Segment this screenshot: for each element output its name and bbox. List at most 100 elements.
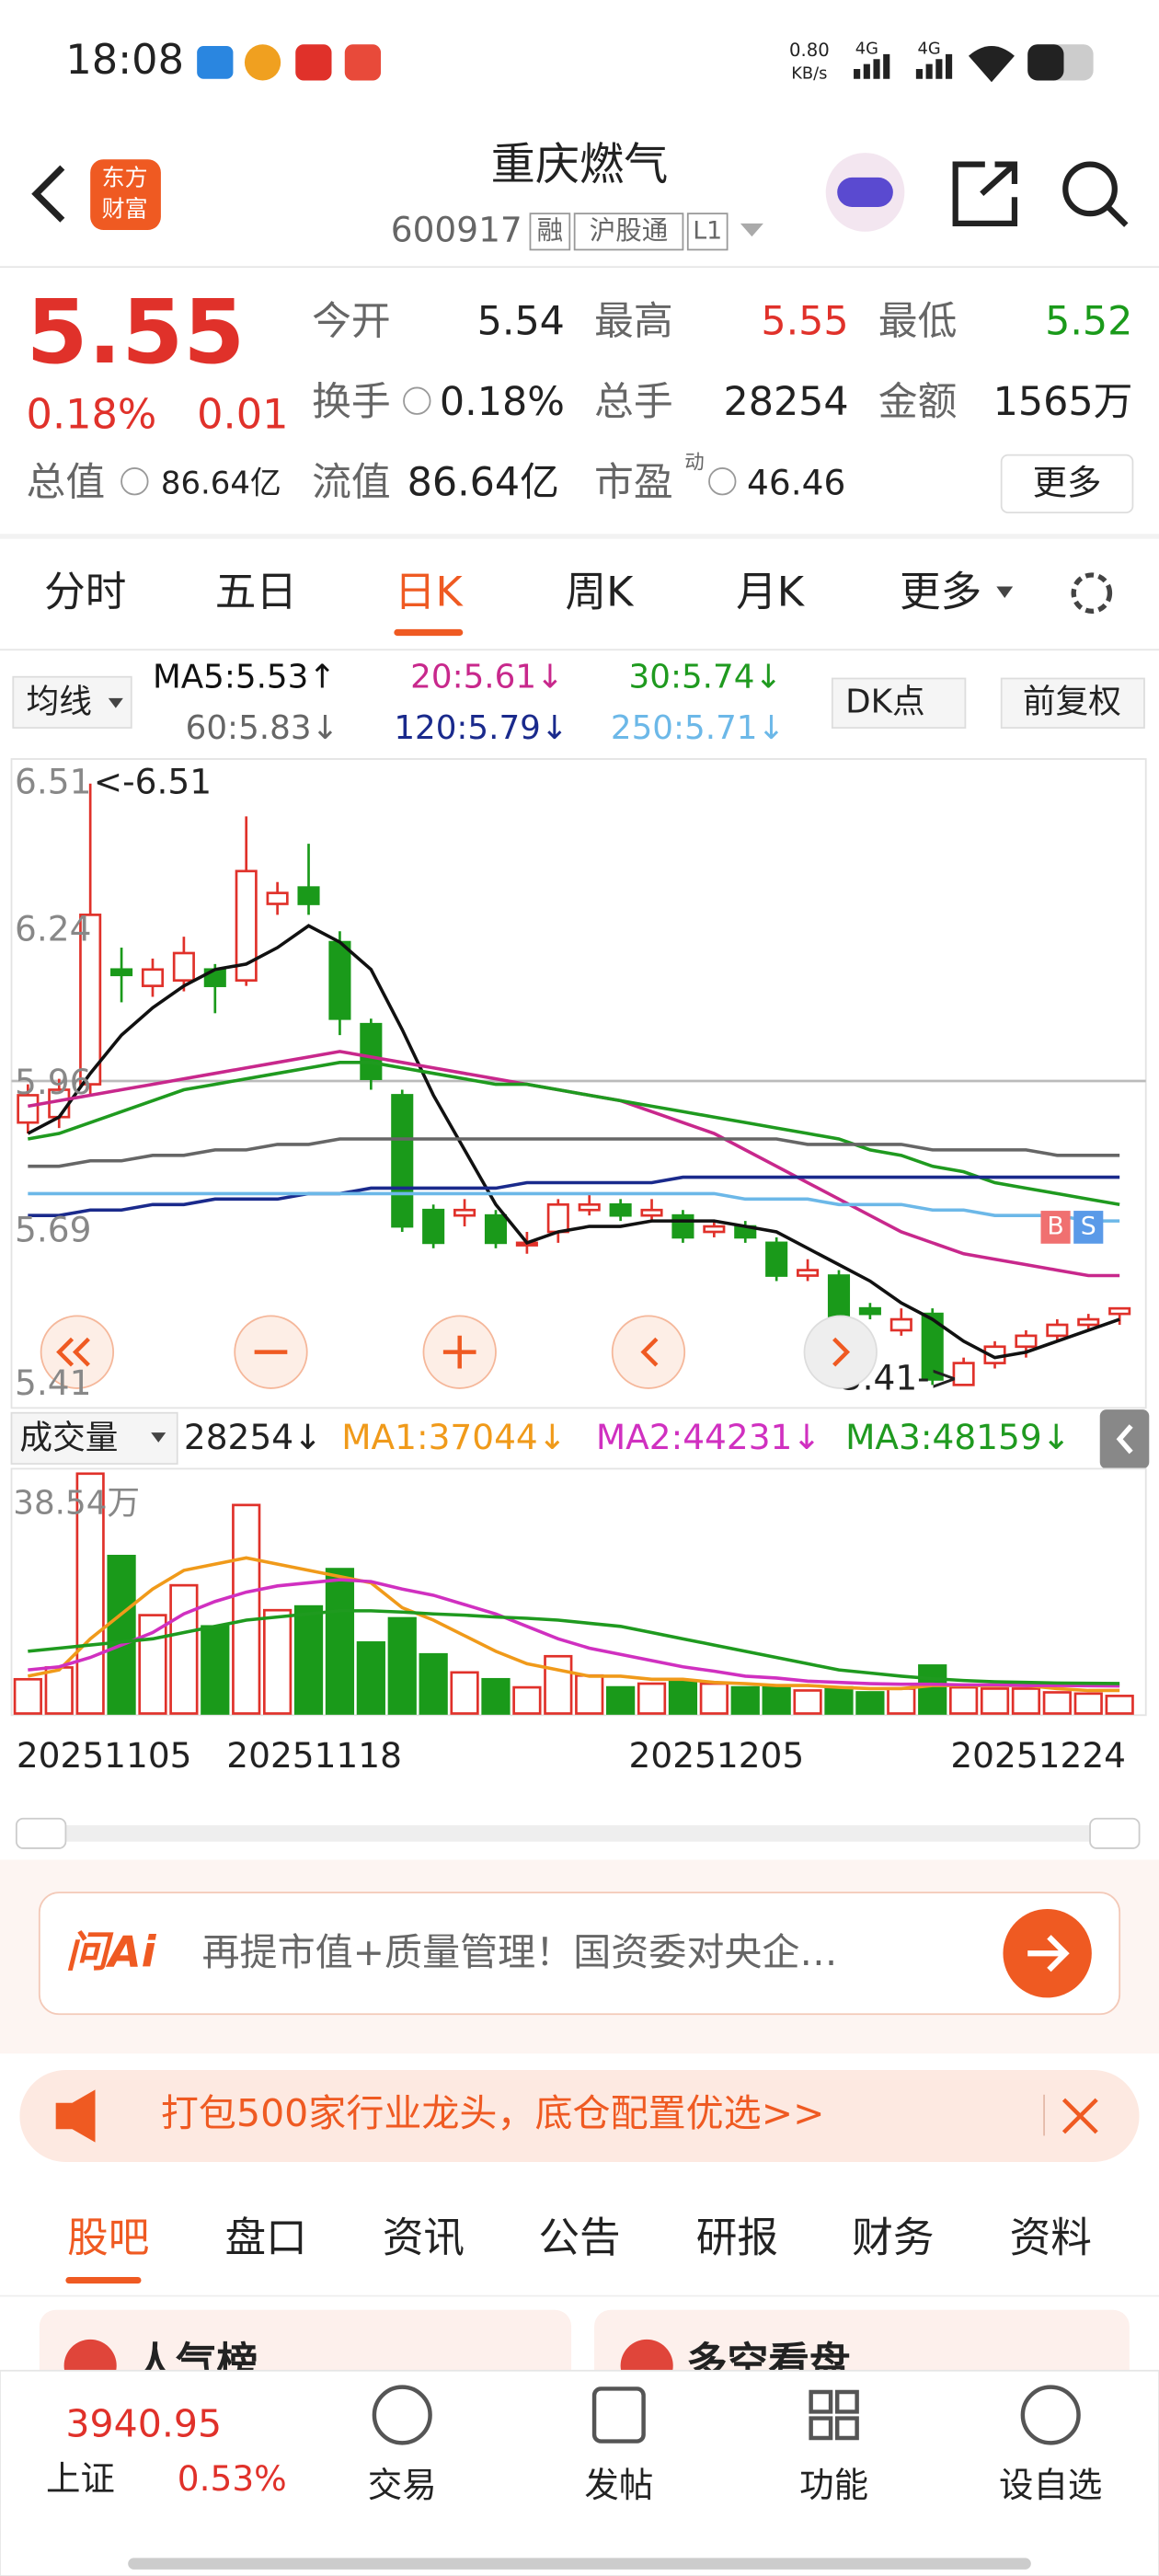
scroll-handle[interactable]	[15, 1817, 67, 1849]
more-text: 更多	[1033, 462, 1102, 502]
nav-left[interactable]	[611, 1315, 686, 1389]
field-value: 86.64亿	[407, 459, 559, 505]
nav-right[interactable]	[803, 1315, 878, 1389]
info-icon[interactable]	[708, 467, 737, 496]
volume-button[interactable]	[10, 1411, 178, 1465]
volume-frame	[10, 1467, 1147, 1717]
index-change: 0.53%	[178, 2458, 287, 2499]
net-speed: 0.80	[789, 40, 830, 61]
field-value: 5.52	[1045, 298, 1132, 344]
buy-mark	[1040, 1211, 1071, 1244]
dk-text: DK点	[845, 683, 925, 720]
volume-bar	[107, 1555, 136, 1715]
signal	[854, 53, 953, 79]
section-tab[interactable]: 公告	[538, 2214, 620, 2262]
high-note: <-6.51	[94, 761, 212, 801]
ma-legend: 60:5.83↓	[186, 709, 339, 747]
nav-icon	[372, 2385, 432, 2445]
volume-bar	[356, 1641, 385, 1715]
change: 0.01	[197, 391, 288, 439]
ma-line	[27, 924, 1120, 1360]
volume-ma-line	[28, 1609, 1120, 1685]
date-label: 20251224	[950, 1735, 1126, 1776]
tab-underline	[65, 2277, 142, 2284]
settings-button[interactable]	[1071, 572, 1113, 614]
ai-text: 再提市值+质量管理！国资委对央企…	[202, 1930, 838, 1974]
volume-bar	[575, 1673, 604, 1715]
dropdown[interactable]	[740, 223, 763, 237]
candle-body	[328, 940, 351, 1020]
volume-bar	[44, 1666, 74, 1715]
side-toggle[interactable]	[1099, 1409, 1150, 1469]
more-button[interactable]	[1000, 454, 1134, 514]
volume-bar	[262, 1608, 293, 1715]
field-value: 0.18%	[440, 379, 565, 425]
nav-item[interactable]: 功能	[799, 2465, 868, 2505]
section-tab[interactable]: 研报	[696, 2214, 778, 2262]
field-label: 市盈	[594, 459, 673, 505]
ma-line	[28, 1061, 1120, 1207]
candle-body	[453, 1208, 476, 1217]
ai-box[interactable]	[38, 1892, 1121, 2016]
volume-bar	[138, 1614, 167, 1715]
dropdown	[996, 586, 1014, 598]
scrollbar[interactable]	[19, 1824, 1137, 1842]
volume-bar	[824, 1685, 854, 1715]
period-tab[interactable]: 更多	[900, 568, 981, 615]
ma-line	[28, 1191, 1120, 1223]
section-tab[interactable]: 盘口	[225, 2214, 307, 2262]
volume-bar	[387, 1616, 417, 1715]
index-value[interactable]: 3940.95	[65, 2401, 222, 2445]
index-name: 上证	[46, 2458, 115, 2499]
period-tab[interactable]: 周K	[565, 568, 635, 615]
adjust-button[interactable]	[1000, 677, 1145, 729]
banner[interactable]	[19, 2070, 1140, 2162]
candle-body	[640, 1208, 663, 1217]
dropdown	[151, 1432, 166, 1443]
volume-tick-label: 38.54万	[13, 1485, 140, 1523]
tag-text: 融	[537, 214, 564, 246]
nav-item[interactable]: 设自选	[999, 2465, 1102, 2505]
volume-bar	[730, 1685, 760, 1715]
nav-item[interactable]: 交易	[368, 2465, 437, 2505]
divider	[0, 2294, 1159, 2297]
share-button[interactable]	[952, 161, 1018, 226]
volume-button-text: 成交量	[19, 1419, 118, 1456]
dk-button[interactable]	[831, 677, 967, 729]
candle-body	[578, 1202, 601, 1212]
field-value: 1565万	[993, 379, 1133, 425]
period-tab[interactable]: 五日	[215, 568, 297, 615]
period-tab-active[interactable]: 日K	[395, 568, 465, 615]
volume-bar	[1042, 1691, 1072, 1715]
section-tab-active[interactable]: 股吧	[67, 2214, 149, 2262]
price: 5.55	[27, 281, 246, 384]
info-icon[interactable]	[120, 467, 149, 496]
section-tab[interactable]: 资讯	[383, 2214, 465, 2262]
field-label: 总值	[27, 459, 106, 505]
volume-bar	[1105, 1695, 1134, 1715]
field-value: 86.64亿	[161, 465, 281, 500]
candle-body	[110, 968, 133, 977]
volume-bar	[762, 1685, 791, 1715]
period-tab[interactable]: 月K	[736, 568, 806, 615]
field-value: 5.55	[761, 298, 848, 344]
period-tab[interactable]: 分时	[44, 568, 126, 615]
candle-body	[1077, 1317, 1100, 1327]
banner-close[interactable]	[1061, 2098, 1098, 2134]
info-icon[interactable]	[403, 386, 431, 415]
volume-bar	[793, 1689, 822, 1715]
tag	[573, 213, 684, 251]
ma-legend: MA5:5.53↑	[153, 658, 336, 696]
side-toggle-icon	[1116, 1424, 1133, 1455]
back-button[interactable]	[31, 165, 65, 223]
nav-item[interactable]: 发帖	[584, 2465, 653, 2505]
search-button[interactable]	[1062, 161, 1118, 217]
date-label: 20251205	[629, 1735, 805, 1776]
y-tick-label: 5.41	[15, 1363, 91, 1403]
scroll-handle[interactable]	[1089, 1817, 1141, 1849]
section-tab[interactable]: 财务	[852, 2214, 934, 2262]
candle-body	[765, 1241, 788, 1277]
net-unit: KB/s	[791, 63, 827, 83]
tag	[529, 213, 571, 251]
section-tab[interactable]: 资料	[1010, 2214, 1092, 2262]
